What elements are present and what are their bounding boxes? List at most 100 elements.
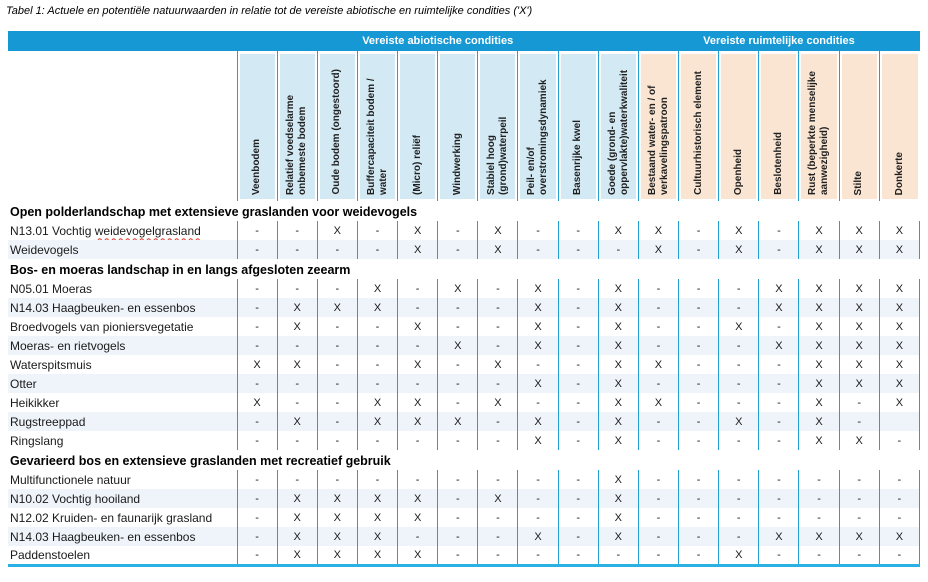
value-cell: X xyxy=(356,508,398,527)
value-cell: - xyxy=(316,431,358,450)
value-cell: - xyxy=(678,374,719,393)
value-cell: X xyxy=(276,546,318,565)
column-header-cell: Openheid xyxy=(721,54,757,199)
value-cell: X xyxy=(597,527,639,546)
value-cell: - xyxy=(718,279,759,298)
value-cell: - xyxy=(517,489,559,508)
column-header-cell: Cultuurhistorisch element xyxy=(681,54,717,199)
column-header: Basenrijke kwel xyxy=(557,51,599,201)
value-cell: X xyxy=(276,317,318,336)
value-cell: - xyxy=(758,470,799,489)
value-cell: X xyxy=(276,508,318,527)
value-cell: X xyxy=(356,298,398,317)
row-label: Paddenstoelen xyxy=(8,546,237,565)
row-label: Otter xyxy=(8,374,237,393)
value-cell: X xyxy=(437,336,478,355)
value-cell: - xyxy=(557,221,599,240)
row-label-text: N12.02 Kruiden- en faunarijk grasland xyxy=(10,510,213,525)
row-label-text: Otter xyxy=(10,376,37,391)
value-cell: - xyxy=(437,221,478,240)
value-cell: - xyxy=(477,374,518,393)
row-label-text: Moeras- en rietvogels xyxy=(10,338,126,353)
value-cell: - xyxy=(678,470,719,489)
value-cell: - xyxy=(678,355,719,374)
row-label: N10.02 Vochtig hooiland xyxy=(8,489,237,508)
value-cell: - xyxy=(557,298,599,317)
value-cell: X xyxy=(838,374,880,393)
section-header: Open polderlandschap met extensieve gras… xyxy=(8,201,920,221)
value-cell: - xyxy=(397,431,438,450)
value-cell: - xyxy=(236,508,278,527)
value-cell: - xyxy=(678,546,719,565)
value-cell: - xyxy=(356,336,398,355)
column-header-cell: Peil- en/of overstromingsdynamiek xyxy=(520,54,556,199)
column-header: Veenbodem xyxy=(236,51,278,201)
column-header-row: Veenbodem Relatief voedselarme onbemeste … xyxy=(8,51,920,201)
value-cell: - xyxy=(678,431,719,450)
value-cell: - xyxy=(437,489,478,508)
value-cell: - xyxy=(838,470,880,489)
value-cell xyxy=(878,412,921,431)
value-cell: X xyxy=(477,393,518,412)
value-cell: X xyxy=(316,298,358,317)
table-row: Moeras- en rietvogels - - - - - X - X - X - - - X X X X xyxy=(8,336,921,355)
value-cell: - xyxy=(437,355,478,374)
value-cell: X xyxy=(878,298,921,317)
value-cell: X xyxy=(597,336,639,355)
column-header: Bestaand water- en / of verkavelingspatr… xyxy=(637,51,679,201)
column-header-label: Donkerte xyxy=(893,151,905,195)
value-cell: X xyxy=(397,240,438,259)
value-cell: - xyxy=(718,489,759,508)
value-cell: X xyxy=(758,298,799,317)
row-label-text: N10.02 Vochtig hooiland xyxy=(10,491,141,506)
value-cell: - xyxy=(276,374,318,393)
value-cell: - xyxy=(678,508,719,527)
value-cell: X xyxy=(597,431,639,450)
value-cell: X xyxy=(397,412,438,431)
value-cell: - xyxy=(557,527,599,546)
value-cell: X xyxy=(718,412,759,431)
value-cell: - xyxy=(637,489,679,508)
row-label: N13.01 Vochtig weidevogelgrasland xyxy=(8,221,237,240)
value-cell: X xyxy=(397,508,438,527)
value-cell: - xyxy=(236,298,278,317)
value-cell: - xyxy=(477,527,518,546)
value-cell: - xyxy=(597,546,639,565)
table-row: Rugstreeppad - X - X X X - X - X - - X - X - xyxy=(8,412,921,431)
column-header: Oude bodem (ongestoord) xyxy=(316,51,358,201)
column-header-cell: Oude bodem (ongestoord) xyxy=(319,54,355,199)
row-label-text: Waterspitsmuis xyxy=(10,357,92,372)
column-header: Stabiel hoog (grond)waterpeil xyxy=(477,51,518,201)
value-cell: - xyxy=(477,279,518,298)
value-cell: X xyxy=(838,221,880,240)
band-corner xyxy=(8,31,237,51)
section-header-row: Bos- en moeras landschap in en langs afg… xyxy=(8,259,920,279)
column-header-label: Beslotenheid xyxy=(773,132,784,195)
column-header: Rust (beperkte menselijke aanwezigheid) xyxy=(798,51,840,201)
value-cell: - xyxy=(276,470,318,489)
value-cell: X xyxy=(517,412,559,431)
value-cell: - xyxy=(316,240,358,259)
value-cell: - xyxy=(637,508,679,527)
value-cell: X xyxy=(637,221,679,240)
column-header-label: Bestaand water- en / of verkavelingspatr… xyxy=(646,85,670,195)
value-cell: X xyxy=(597,279,639,298)
value-cell: X xyxy=(878,317,921,336)
value-cell: - xyxy=(838,412,880,431)
value-cell: X xyxy=(276,527,318,546)
value-cell: X xyxy=(838,317,880,336)
section-header-row: Gevarieerd bos en extensieve graslanden … xyxy=(8,450,920,470)
value-cell: - xyxy=(557,508,599,527)
value-cell: X xyxy=(397,317,438,336)
value-cell: X xyxy=(798,298,840,317)
value-cell: - xyxy=(477,431,518,450)
column-header-cell: Windwerking xyxy=(440,54,476,199)
table-caption: Tabel 1: Actuele en potentiële natuurwaa… xyxy=(6,5,533,17)
column-header: Cultuurhistorisch element xyxy=(678,51,719,201)
value-cell: X xyxy=(397,393,438,412)
value-cell: X xyxy=(758,336,799,355)
value-cell: - xyxy=(758,374,799,393)
value-cell: X xyxy=(316,546,358,565)
value-cell: X xyxy=(236,355,278,374)
value-cell: - xyxy=(517,240,559,259)
